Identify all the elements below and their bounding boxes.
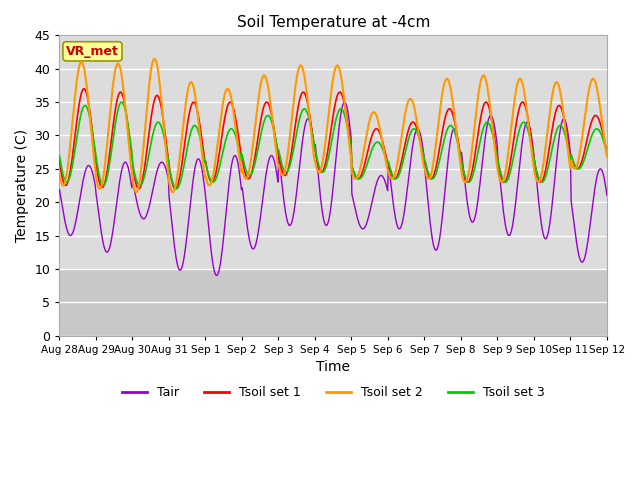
Tsoil set 2 [603, 154, 611, 159]
Tsoil set 3 [65, 176, 73, 181]
Tsoil set 1 [603, 149, 611, 155]
Tsoil set 1 [123, 112, 131, 118]
Tsoil set 1 [401, 141, 409, 146]
Tsoil set 3 [173, 186, 180, 192]
Tsoil set 2 [151, 56, 159, 61]
Tsoil set 1 [417, 144, 425, 149]
Line: Tsoil set 1: Tsoil set 1 [60, 89, 607, 189]
Tsoil set 3 [123, 113, 131, 119]
Tsoil set 3 [208, 179, 216, 184]
Tsoil set 1 [65, 173, 73, 179]
Line: Tsoil set 2: Tsoil set 2 [60, 59, 607, 192]
Tsoil set 3 [417, 143, 425, 148]
Bar [60, 269, 607, 336]
Tsoil set 3 [179, 168, 187, 174]
Legend: Tair, Tsoil set 1, Tsoil set 2, Tsoil set 3: Tair, Tsoil set 1, Tsoil set 2, Tsoil se… [117, 382, 549, 405]
Tsoil set 3 [603, 150, 611, 156]
Tsoil set 2 [122, 108, 129, 114]
Line: Tair: Tair [60, 102, 607, 276]
Tsoil set 2 [179, 126, 187, 132]
Tsoil set 3 [56, 153, 63, 158]
Tair [56, 187, 63, 192]
Y-axis label: Temperature (C): Temperature (C) [15, 129, 29, 242]
Tsoil set 2 [401, 111, 409, 117]
X-axis label: Time: Time [316, 360, 350, 374]
Tsoil set 1 [56, 157, 63, 163]
Tsoil set 2 [208, 179, 216, 184]
Tsoil set 2 [56, 171, 63, 177]
Tsoil set 1 [208, 179, 216, 185]
Tsoil set 2 [169, 189, 177, 195]
Tair [212, 273, 220, 278]
Tsoil set 3 [118, 99, 125, 105]
Tsoil set 3 [401, 150, 409, 156]
Tsoil set 1 [80, 86, 88, 92]
Tair [177, 266, 185, 272]
Title: Soil Temperature at -4cm: Soil Temperature at -4cm [237, 15, 430, 30]
Tsoil set 1 [179, 155, 187, 160]
Tair [603, 192, 611, 198]
Tair [206, 240, 214, 246]
Tair [340, 99, 348, 105]
Tair [401, 203, 409, 209]
Line: Tsoil set 3: Tsoil set 3 [60, 102, 607, 189]
Text: VR_met: VR_met [66, 45, 119, 58]
Tsoil set 2 [65, 150, 73, 156]
Tsoil set 1 [172, 186, 179, 192]
Tair [417, 135, 425, 141]
Tair [65, 232, 73, 238]
Tsoil set 2 [417, 147, 425, 153]
Tair [122, 159, 129, 165]
